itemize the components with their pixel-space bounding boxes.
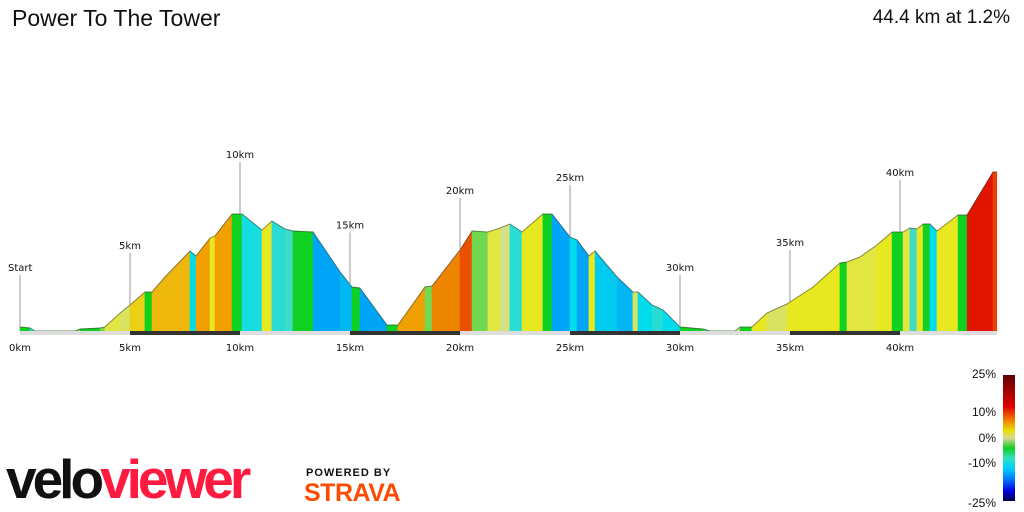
km-marker-label: 40km [886, 168, 914, 179]
profile-segment [195, 237, 211, 332]
profile-segment [551, 213, 571, 332]
elevation-profile-chart: Start 5km 10km 15km 20km 25km 30km 35km 40km 0km 5… [8, 150, 998, 354]
profile-segment [812, 262, 841, 332]
profile-segment [351, 286, 361, 332]
profile-segment [542, 213, 553, 332]
distance-bar-segment [570, 331, 680, 335]
legend-label: -25% [967, 496, 996, 510]
x-tick-label: 25km [556, 343, 584, 354]
legend-label: 0% [978, 431, 996, 445]
profile-segment [209, 235, 216, 332]
profile-segment [144, 291, 153, 332]
x-tick-label: 35km [776, 343, 804, 354]
profile-segment [189, 250, 197, 332]
profile-segment [431, 249, 461, 332]
route-summary: 44.4 km at 1.2% [872, 7, 1010, 28]
profile-segment [839, 261, 848, 332]
profile-segment [386, 324, 399, 332]
km-marker-label: 25km [556, 173, 584, 184]
profile-segment [859, 244, 878, 332]
profile-segment [499, 223, 511, 332]
profile-segment [929, 223, 938, 332]
profile-segment [594, 250, 618, 332]
profile-segment [922, 223, 931, 332]
strava-logo[interactable]: STRAVA [304, 479, 401, 507]
distance-bar-segment [240, 331, 350, 335]
legend-label: -10% [967, 456, 996, 470]
x-tick-label: 20km [446, 343, 474, 354]
gradient-legend: 25% 10% 0% -10% -25% [940, 365, 1024, 512]
profile-segment [936, 214, 959, 332]
profile-segment [397, 286, 426, 332]
veloviewer-logo[interactable]: veloviewer [6, 452, 251, 507]
profile-segment [312, 231, 341, 332]
km-marker-label: Start [8, 263, 33, 274]
distance-bar-segment [460, 331, 570, 335]
profile-segment [786, 286, 814, 332]
profile-segment [459, 229, 473, 332]
profile-segment [966, 170, 994, 332]
legend-label: 10% [971, 405, 996, 419]
gradient-color-bar [1003, 375, 1015, 501]
km-marker-label: 20km [446, 186, 474, 197]
profile-segment [509, 223, 523, 332]
km-marker-label: 15km [336, 221, 364, 232]
profile-segment [916, 223, 924, 332]
profile-segment [632, 291, 639, 332]
distance-bar-segment [130, 331, 240, 335]
logo-viewer: viewer [100, 448, 251, 510]
profile-segment [164, 250, 191, 332]
profile-segment [231, 213, 243, 332]
profile-segment [846, 256, 861, 332]
profile-segment [957, 214, 968, 332]
logo-velo: velo [6, 448, 104, 510]
km-marker-label: 30km [666, 263, 694, 274]
x-tick-label: 10km [226, 343, 254, 354]
profile-segment [284, 228, 294, 332]
distance-bar-segment [790, 331, 900, 335]
profile-segment [271, 220, 286, 332]
profile-segment [992, 171, 998, 332]
profile-segment [261, 220, 273, 332]
km-marker-label: 5km [119, 241, 141, 252]
distance-bar-segment [900, 331, 997, 335]
profile-segment [424, 285, 433, 332]
distance-bar-segment [680, 331, 790, 335]
profile-segment [214, 213, 233, 332]
route-title: Power To The Tower [12, 5, 221, 31]
km-marker-label: 35km [776, 238, 804, 249]
x-tick-label: 0km [9, 343, 31, 354]
distance-bar-segment [20, 331, 130, 335]
profile-segment [487, 227, 501, 332]
profile-segment [588, 250, 596, 332]
profile-segment [521, 213, 544, 332]
legend-label: 25% [971, 367, 996, 381]
x-tick-label: 15km [336, 343, 364, 354]
distance-bar-segment [350, 331, 460, 335]
profile-segment [292, 230, 314, 332]
profile-segment [909, 227, 918, 332]
profile-segment [241, 213, 263, 332]
powered-by-label: POWERED BY [306, 467, 392, 479]
x-tick-label: 30km [666, 343, 694, 354]
profile-outline [19, 171, 997, 332]
x-tick-label: 5km [119, 343, 141, 354]
profile-segment [902, 227, 911, 332]
profile-segment [569, 236, 578, 332]
x-tick-label: 40km [886, 343, 914, 354]
km-marker-label: 10km [226, 150, 254, 161]
profile-segment [471, 230, 489, 332]
profile-segment [876, 231, 893, 332]
profile-segment [891, 231, 904, 332]
profile-segment [359, 287, 388, 332]
profile-segment [739, 326, 753, 332]
